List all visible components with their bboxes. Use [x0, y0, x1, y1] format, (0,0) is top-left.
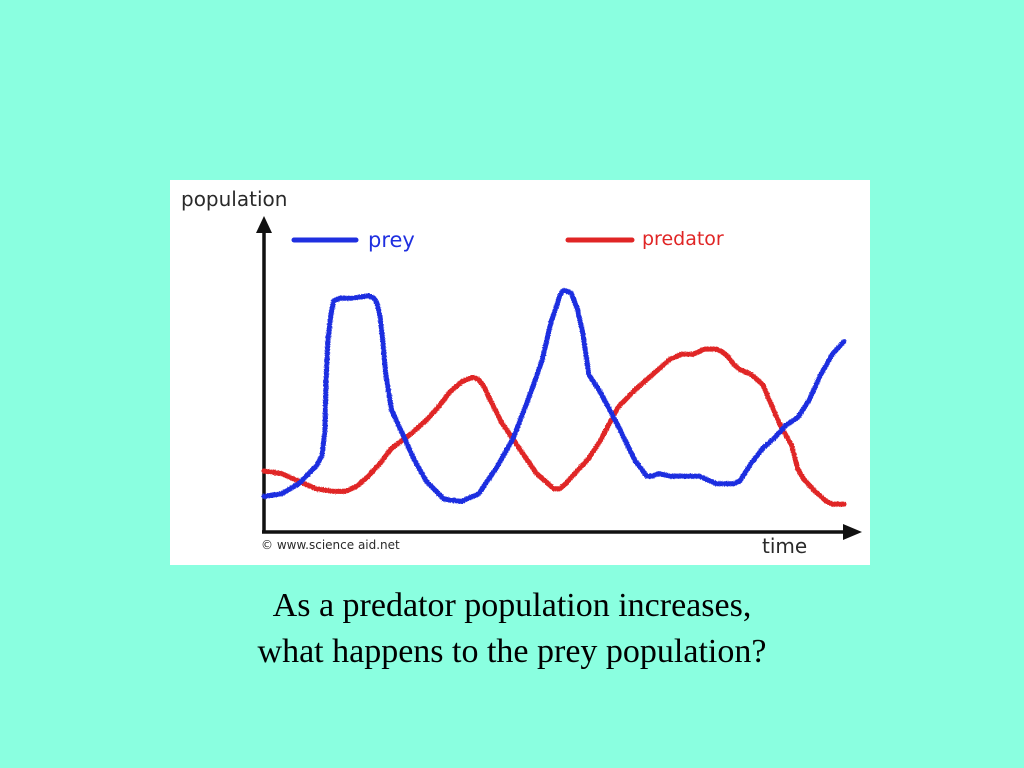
chart-panel: population prey predator © www.science a…: [170, 180, 870, 565]
caption-line-2: what happens to the prey population?: [257, 633, 767, 670]
y-axis-label: population: [181, 187, 287, 211]
x-axis-arrow: [843, 524, 862, 540]
copyright-text: © www.science aid.net: [261, 538, 400, 552]
series-line-prey: [261, 288, 847, 504]
series-line-predator: [261, 346, 847, 507]
legend-label-predator: predator: [642, 228, 724, 250]
legend: prey predator: [291, 228, 724, 252]
predator-prey-chart: population prey predator © www.science a…: [181, 187, 862, 558]
y-axis-arrow: [256, 216, 272, 233]
caption-line-1: As a predator population increases,: [272, 587, 752, 624]
caption: As a predator population increases, what…: [150, 583, 874, 675]
legend-label-prey: prey: [368, 228, 415, 252]
x-axis-label: time: [762, 534, 807, 558]
series-group: [261, 288, 847, 507]
